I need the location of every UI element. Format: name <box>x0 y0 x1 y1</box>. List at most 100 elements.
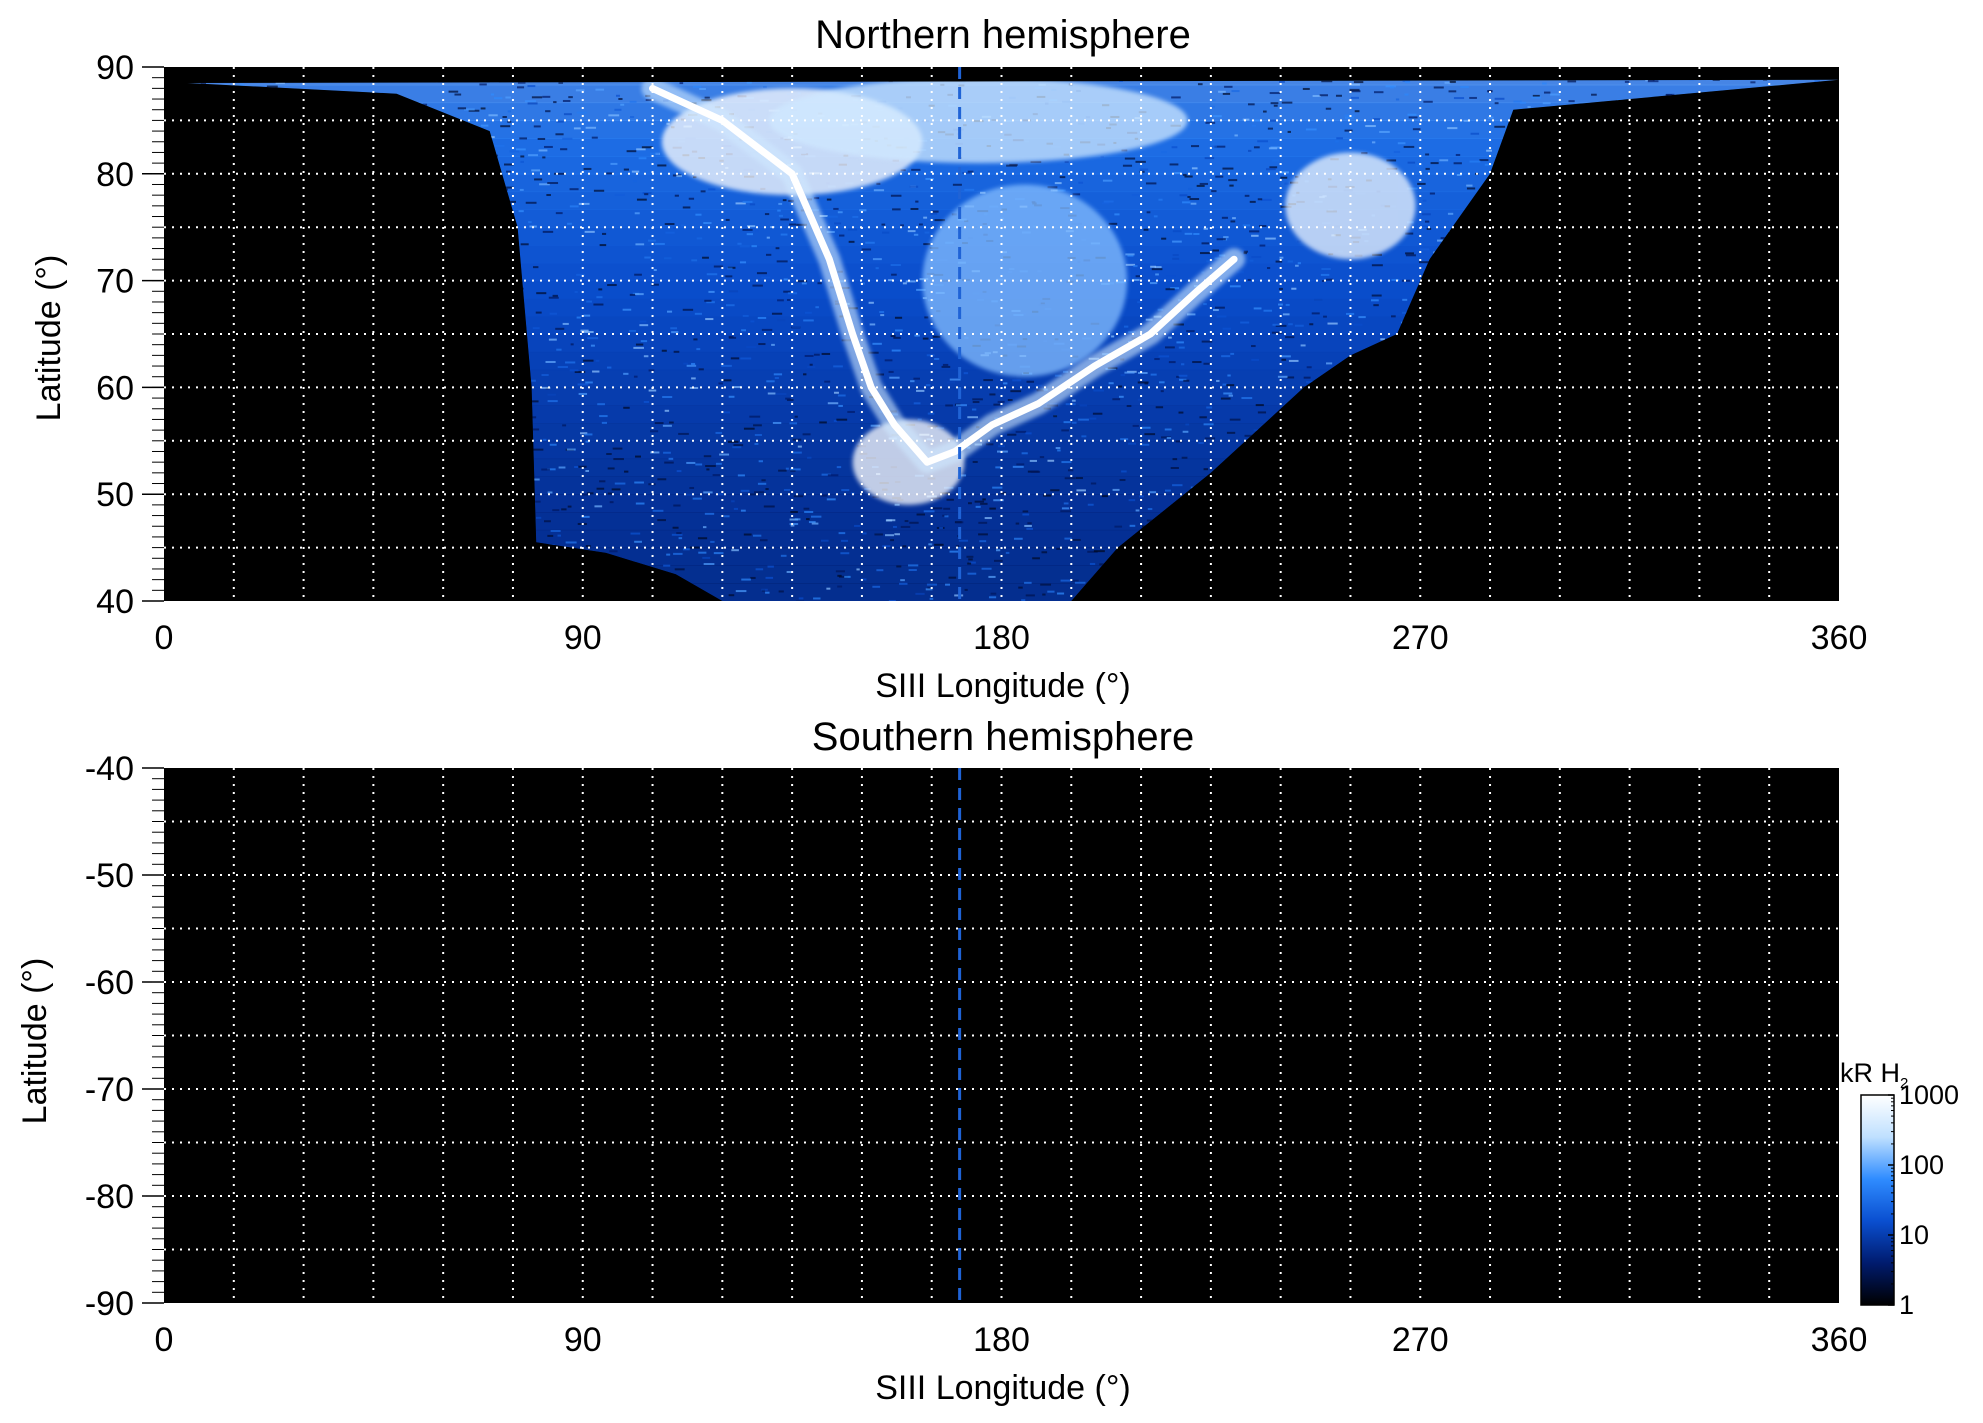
north-speckle <box>607 467 615 470</box>
north-speckle <box>782 199 787 202</box>
north-speckle <box>894 533 900 536</box>
north-speckle <box>1204 437 1216 440</box>
north-speckle <box>1430 162 1439 165</box>
north-speckle <box>837 585 843 588</box>
north-speckle <box>1221 355 1231 358</box>
north-speckle <box>813 597 821 600</box>
north-speckle <box>1181 363 1185 366</box>
north-speckle <box>1185 423 1190 426</box>
north-speckle <box>562 424 567 427</box>
north-speckle <box>892 525 897 528</box>
north-speckle <box>527 102 538 105</box>
north-speckle <box>598 288 603 291</box>
north-speckle <box>1203 362 1211 365</box>
north-speckle <box>789 422 798 425</box>
north-speckle <box>695 213 702 216</box>
north-speckle <box>993 403 1001 406</box>
north-speckle <box>1568 100 1575 103</box>
north-speckle <box>813 197 820 200</box>
north-speckle <box>576 316 581 319</box>
north-speckle <box>1169 163 1179 166</box>
north-speckle <box>967 562 972 565</box>
north-speckle <box>1282 313 1290 316</box>
north-speckle <box>1249 200 1256 203</box>
north-speckle <box>1288 323 1293 326</box>
north-speckle <box>885 534 894 537</box>
north-speckle <box>1321 268 1331 271</box>
north-speckle <box>911 168 921 171</box>
north-speckle <box>1047 590 1055 593</box>
north-speckle <box>1118 385 1123 388</box>
north-speckle <box>1397 142 1406 145</box>
north-speckle <box>1166 436 1172 439</box>
north-speckle <box>926 354 935 357</box>
north-speckle <box>1183 379 1190 382</box>
south-ytick-label: -50 <box>85 857 134 895</box>
north-speckle <box>1393 150 1401 153</box>
north-speckle <box>848 240 855 243</box>
north-speckle <box>584 230 595 233</box>
north-speckle <box>819 215 828 218</box>
north-speckle <box>786 298 791 301</box>
north-speckle <box>650 451 660 454</box>
north-speckle <box>1230 220 1236 223</box>
north-speckle <box>539 183 550 186</box>
north-speckle <box>1297 240 1302 243</box>
north-speckle <box>1216 379 1220 382</box>
north-speckle <box>547 182 559 185</box>
north-speckle <box>922 337 929 340</box>
north-speckle <box>1214 306 1225 309</box>
north-speckle <box>672 226 677 229</box>
north-speckle <box>1248 149 1252 152</box>
north-speckle <box>533 478 540 481</box>
north-speckle <box>1160 390 1164 393</box>
north-speckle <box>811 522 819 525</box>
north-speckle <box>607 366 612 369</box>
north-speckle <box>648 389 657 392</box>
north-speckle <box>547 491 553 494</box>
north-speckle <box>661 349 667 352</box>
north-speckle <box>1176 375 1180 378</box>
north-speckle <box>506 170 511 173</box>
north-speckle <box>888 599 896 601</box>
north-speckle <box>790 468 801 471</box>
north-speckle <box>681 224 686 227</box>
north-speckle <box>751 245 757 248</box>
north-speckle <box>747 225 756 228</box>
north-speckle <box>545 360 556 363</box>
north-main-oval <box>649 84 1238 466</box>
north-speckle <box>993 499 1004 502</box>
north-speckle <box>1267 119 1278 122</box>
north-panel-xlabel: SIII Longitude (°) <box>875 667 1131 705</box>
north-speckle <box>1327 322 1338 325</box>
north-speckle <box>1405 254 1416 257</box>
north-speckle <box>1373 304 1379 307</box>
north-speckle <box>506 200 516 203</box>
north-speckle <box>989 507 996 510</box>
north-speckle <box>1192 361 1202 364</box>
north-speckle <box>980 502 988 505</box>
north-speckle <box>794 415 798 418</box>
north-speckle <box>1149 282 1158 285</box>
north-speckle <box>1081 435 1087 438</box>
north-speckle <box>1527 106 1531 109</box>
north-speckle <box>945 404 953 407</box>
north-speckle <box>581 493 590 496</box>
north-speckle <box>663 451 671 454</box>
north-speckle <box>982 498 986 501</box>
north-speckle <box>1469 96 1477 99</box>
north-speckle <box>643 400 650 403</box>
north-speckle <box>541 468 550 471</box>
north-speckle <box>1007 399 1013 402</box>
north-speckle <box>1249 230 1260 233</box>
north-speckle <box>742 314 749 317</box>
north-speckle <box>775 247 780 250</box>
north-speckle <box>657 164 667 167</box>
north-speckle <box>1300 344 1306 347</box>
north-speckle <box>1750 81 1756 84</box>
north-speckle <box>578 392 588 395</box>
north-speckle <box>1182 201 1191 204</box>
north-speckle <box>833 419 838 422</box>
north-speckle <box>996 549 1001 552</box>
north-speckle <box>1425 153 1430 156</box>
